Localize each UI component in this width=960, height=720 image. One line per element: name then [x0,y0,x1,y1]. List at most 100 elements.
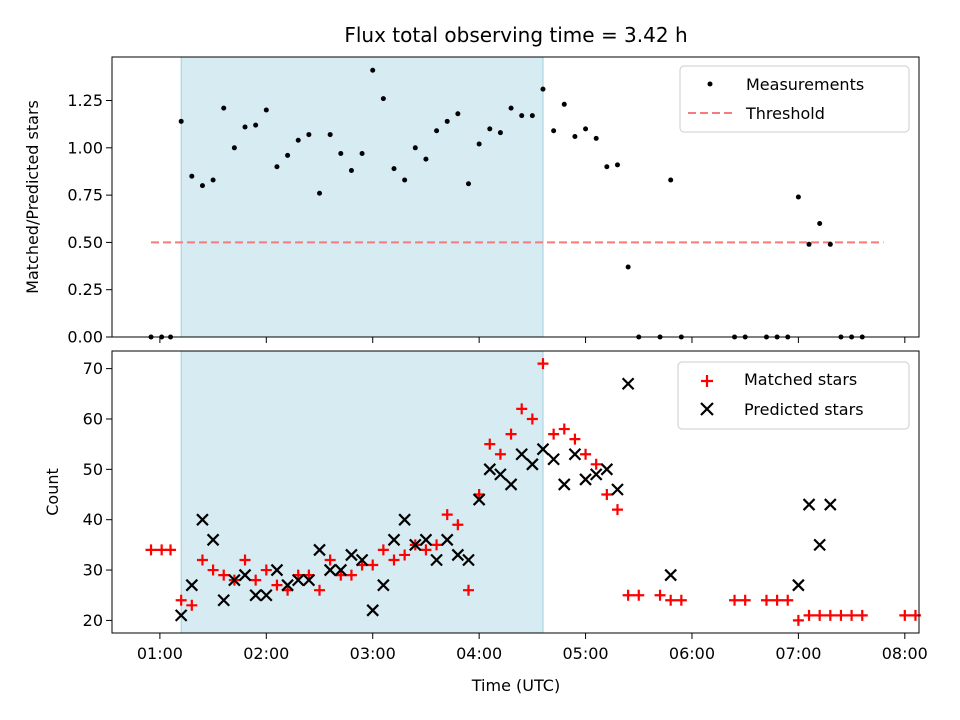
x-axis-label: Time (UTC) [471,676,560,695]
measurement-point [497,130,503,136]
matched-star-point [218,569,230,581]
matched-star-point [186,599,198,611]
measurement-point [604,164,610,170]
measurement-point [444,118,450,124]
measurement-point [614,162,620,168]
bottom-legend: Matched stars Predicted stars [677,361,910,430]
predicted-star-point [557,478,571,491]
matched-star-point [771,594,783,606]
predicted-star-point [345,548,358,562]
matched-star-point [558,423,570,435]
predicted-star-point [472,493,486,506]
predicted-star-point [792,578,805,592]
measurement-point [561,101,567,107]
matched-star-point [516,403,528,415]
matched-star-point [367,559,379,571]
predicted-star-point [621,377,635,391]
predicted-star-point [409,538,422,552]
matched-star-point [633,589,645,601]
predicted-star-point [462,553,475,567]
predicted-star-point [526,458,539,471]
bottom-ytick-label: 40 [83,510,103,529]
measurement-point [391,166,397,172]
measurement-point [795,194,801,200]
top-ytick-label: 0.00 [67,328,103,347]
predicted-star-point [260,588,273,602]
bottom-panel: 20 30 40 50 60 70 01:00 02:00 03:00 04:00 05:00 06… [43,350,928,695]
observing-span [180,56,544,338]
matched-star-point [569,433,581,445]
predicted-star-point [579,473,592,486]
measurement-point [242,124,248,130]
measurement-point [370,67,376,73]
measurement-point [199,183,205,189]
matched-star-point [729,594,741,606]
matched-star-point [239,554,251,566]
matched-star-point [399,549,411,561]
measurement-point [253,122,259,128]
matched-star-point [165,544,177,556]
predicted-star-point [206,533,220,547]
predicted-star-point [238,568,252,582]
matched-star-point [271,579,283,591]
matched-star-point [824,609,836,621]
measurement-point [189,173,195,179]
top-panel: 0.00 0.25 0.50 0.75 1.00 1.25 Matched/Predict… [23,56,920,347]
predicted-star-point [600,463,614,476]
predicted-star-point [611,483,624,496]
bottom-ytick-label: 70 [83,359,103,378]
measurement-point [476,141,482,147]
predicted-star-point [419,533,433,547]
matched-star-point [431,539,443,551]
matched-star-point [324,554,336,566]
matched-star-point [526,413,538,425]
predicted-star-point [664,568,677,582]
xtick-label: 06:00 [669,644,715,663]
matched-star-point [665,594,677,606]
matched-star-point [462,584,474,596]
measurement-point [412,145,418,151]
predicted-star-point [174,609,188,622]
matched-star-point [260,564,272,576]
predicted-star-point [568,447,582,461]
matched-star-point [441,509,453,521]
matched-star-point [739,594,751,606]
bottom-ytick-label: 30 [83,561,103,580]
measurement-point [285,152,291,158]
chart-title: Flux total observing time = 3.42 h [344,23,687,47]
bottom-y-axis-label: Count [43,468,62,516]
measurement-point [402,177,408,183]
measurement-point [327,132,333,138]
measurement-point [210,177,216,183]
predicted-star-point [430,553,443,567]
measurement-point [817,220,823,226]
predicted-star-point [547,452,560,466]
matched-star-point [377,544,389,556]
measurement-point [295,137,301,143]
measurement-point [529,113,535,119]
legend-threshold-label: Threshold [745,104,825,123]
measurement-point [668,177,674,183]
xtick-label: 01:00 [137,644,183,663]
predicted-star-point [589,468,603,481]
matched-star-point [452,519,464,531]
predicted-star-point [281,578,294,592]
measurement-point [348,168,354,174]
measurement-point [540,86,546,92]
measurement-point [806,241,812,247]
top-legend: Measurements Threshold [679,65,910,133]
matched-star-point [856,609,868,621]
measurement-point [221,105,227,111]
predicted-star-point [494,468,507,481]
bottom-ytick-label: 20 [83,611,103,630]
measurement-point [465,181,471,187]
predicted-star-point [451,548,465,562]
predicted-star-point [515,447,528,461]
measurement-point [827,241,833,247]
matched-star-point [611,504,623,516]
measurement-point [274,164,280,170]
xtick-label: 07:00 [775,644,821,663]
matched-star-point [175,594,187,606]
measurement-point [519,113,525,119]
matched-star-point [590,458,602,470]
